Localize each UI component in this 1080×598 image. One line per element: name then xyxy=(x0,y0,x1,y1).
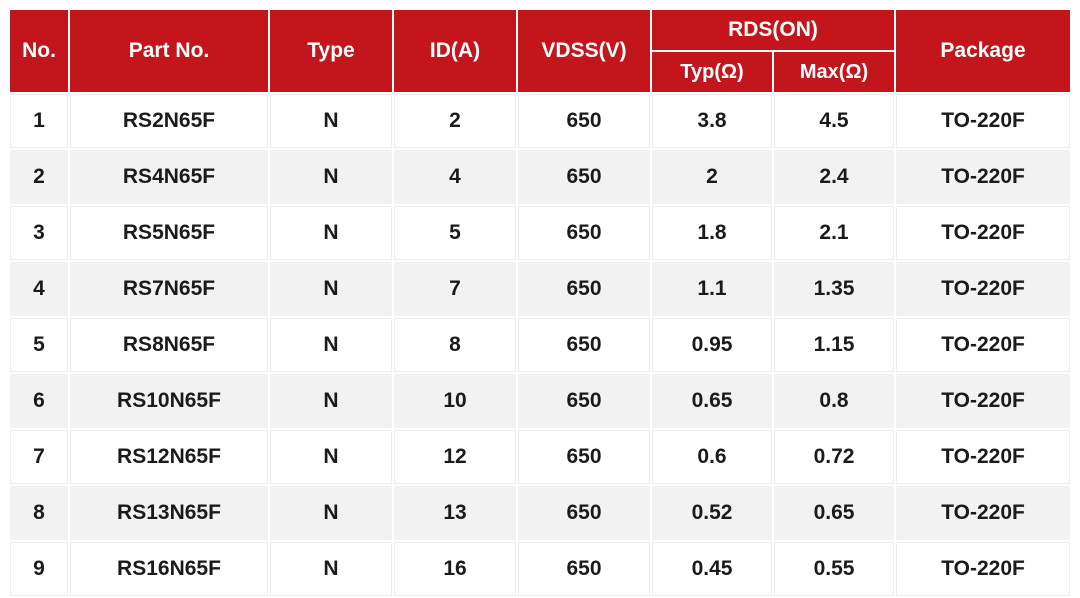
cell-package: TO-220F xyxy=(896,150,1071,204)
cell-rds_typ: 1.8 xyxy=(652,206,772,260)
cell-vdss_v: 650 xyxy=(518,374,650,428)
cell-id_a: 8 xyxy=(394,318,516,372)
column-header-vdss-v: VDSS(V) xyxy=(518,10,650,92)
table-row: 9 RS16N65F N 16 650 0.45 0.55 TO-220F xyxy=(10,542,1071,596)
cell-rds_max: 2.1 xyxy=(774,206,895,260)
column-header-id-a: ID(A) xyxy=(394,10,516,92)
cell-id_a: 7 xyxy=(394,262,516,316)
column-header-rds-typ: Typ(Ω) xyxy=(652,52,772,92)
table-row: 5 RS8N65F N 8 650 0.95 1.15 TO-220F xyxy=(10,318,1071,372)
cell-vdss_v: 650 xyxy=(518,94,650,148)
cell-rds_typ: 0.95 xyxy=(652,318,772,372)
cell-package: TO-220F xyxy=(896,206,1071,260)
cell-part_no: RS16N65F xyxy=(70,542,268,596)
cell-package: TO-220F xyxy=(896,430,1071,484)
cell-id_a: 10 xyxy=(394,374,516,428)
table-row: 4 RS7N65F N 7 650 1.1 1.35 TO-220F xyxy=(10,262,1071,316)
cell-no: 5 xyxy=(10,318,68,372)
table-row: 1 RS2N65F N 2 650 3.8 4.5 TO-220F xyxy=(10,94,1071,148)
cell-package: TO-220F xyxy=(896,542,1071,596)
cell-rds_max: 0.8 xyxy=(774,374,895,428)
cell-no: 4 xyxy=(10,262,68,316)
cell-package: TO-220F xyxy=(896,318,1071,372)
column-header-part-no: Part No. xyxy=(70,10,268,92)
cell-rds_max: 0.72 xyxy=(774,430,895,484)
cell-vdss_v: 650 xyxy=(518,542,650,596)
cell-rds_typ: 0.65 xyxy=(652,374,772,428)
cell-id_a: 5 xyxy=(394,206,516,260)
column-header-rds-on: RDS(ON) xyxy=(652,10,895,50)
cell-id_a: 4 xyxy=(394,150,516,204)
cell-type: N xyxy=(270,486,392,540)
cell-id_a: 16 xyxy=(394,542,516,596)
cell-no: 8 xyxy=(10,486,68,540)
table-header: No. Part No. Type ID(A) VDSS(V) RDS(ON) … xyxy=(10,10,1071,92)
cell-vdss_v: 650 xyxy=(518,262,650,316)
cell-package: TO-220F xyxy=(896,486,1071,540)
table-row: 6 RS10N65F N 10 650 0.65 0.8 TO-220F xyxy=(10,374,1071,428)
cell-rds_max: 2.4 xyxy=(774,150,895,204)
cell-rds_max: 4.5 xyxy=(774,94,895,148)
cell-part_no: RS8N65F xyxy=(70,318,268,372)
cell-no: 6 xyxy=(10,374,68,428)
cell-package: TO-220F xyxy=(896,94,1071,148)
cell-no: 2 xyxy=(10,150,68,204)
cell-no: 3 xyxy=(10,206,68,260)
column-header-no: No. xyxy=(10,10,68,92)
cell-part_no: RS2N65F xyxy=(70,94,268,148)
cell-rds_typ: 0.6 xyxy=(652,430,772,484)
cell-type: N xyxy=(270,262,392,316)
cell-package: TO-220F xyxy=(896,262,1071,316)
table-row: 3 RS5N65F N 5 650 1.8 2.1 TO-220F xyxy=(10,206,1071,260)
cell-type: N xyxy=(270,150,392,204)
cell-part_no: RS7N65F xyxy=(70,262,268,316)
mosfet-spec-table-container: No. Part No. Type ID(A) VDSS(V) RDS(ON) … xyxy=(8,8,1072,598)
cell-rds_typ: 0.45 xyxy=(652,542,772,596)
header-row-sub: Typ(Ω) Max(Ω) xyxy=(10,52,1070,92)
cell-rds_max: 0.65 xyxy=(774,486,895,540)
cell-vdss_v: 650 xyxy=(518,486,650,540)
cell-type: N xyxy=(270,430,392,484)
cell-vdss_v: 650 xyxy=(518,206,650,260)
cell-part_no: RS12N65F xyxy=(70,430,268,484)
cell-type: N xyxy=(270,206,392,260)
cell-no: 9 xyxy=(10,542,68,596)
mosfet-spec-table: No. Part No. Type ID(A) VDSS(V) RDS(ON) … xyxy=(8,8,1072,598)
header-row-top: No. Part No. Type ID(A) VDSS(V) RDS(ON) … xyxy=(10,10,1071,92)
cell-no: 7 xyxy=(10,430,68,484)
cell-type: N xyxy=(270,94,392,148)
table-body: 1 RS2N65F N 2 650 3.8 4.5 TO-220F 2 RS4N65F N 4 650 2… xyxy=(10,94,1071,596)
cell-part_no: RS13N65F xyxy=(70,486,268,540)
table-row: 8 RS13N65F N 13 650 0.52 0.65 TO-220F xyxy=(10,486,1071,540)
cell-id_a: 2 xyxy=(394,94,516,148)
cell-type: N xyxy=(270,318,392,372)
cell-type: N xyxy=(270,542,392,596)
cell-rds_max: 1.35 xyxy=(774,262,895,316)
cell-rds_max: 1.15 xyxy=(774,318,895,372)
cell-rds_typ: 1.1 xyxy=(652,262,772,316)
cell-part_no: RS4N65F xyxy=(70,150,268,204)
table-row: 2 RS4N65F N 4 650 2 2.4 TO-220F xyxy=(10,150,1071,204)
cell-rds_max: 0.55 xyxy=(774,542,895,596)
cell-id_a: 12 xyxy=(394,430,516,484)
column-header-rds-max: Max(Ω) xyxy=(774,52,895,92)
cell-part_no: RS5N65F xyxy=(70,206,268,260)
cell-vdss_v: 650 xyxy=(518,430,650,484)
cell-vdss_v: 650 xyxy=(518,318,650,372)
cell-rds_typ: 3.8 xyxy=(652,94,772,148)
cell-vdss_v: 650 xyxy=(518,150,650,204)
column-header-package: Package xyxy=(896,10,1071,92)
column-header-type: Type xyxy=(270,10,392,92)
cell-type: N xyxy=(270,374,392,428)
cell-rds_typ: 0.52 xyxy=(652,486,772,540)
table-row: 7 RS12N65F N 12 650 0.6 0.72 TO-220F xyxy=(10,430,1071,484)
cell-rds_typ: 2 xyxy=(652,150,772,204)
cell-part_no: RS10N65F xyxy=(70,374,268,428)
cell-id_a: 13 xyxy=(394,486,516,540)
cell-no: 1 xyxy=(10,94,68,148)
cell-package: TO-220F xyxy=(896,374,1071,428)
